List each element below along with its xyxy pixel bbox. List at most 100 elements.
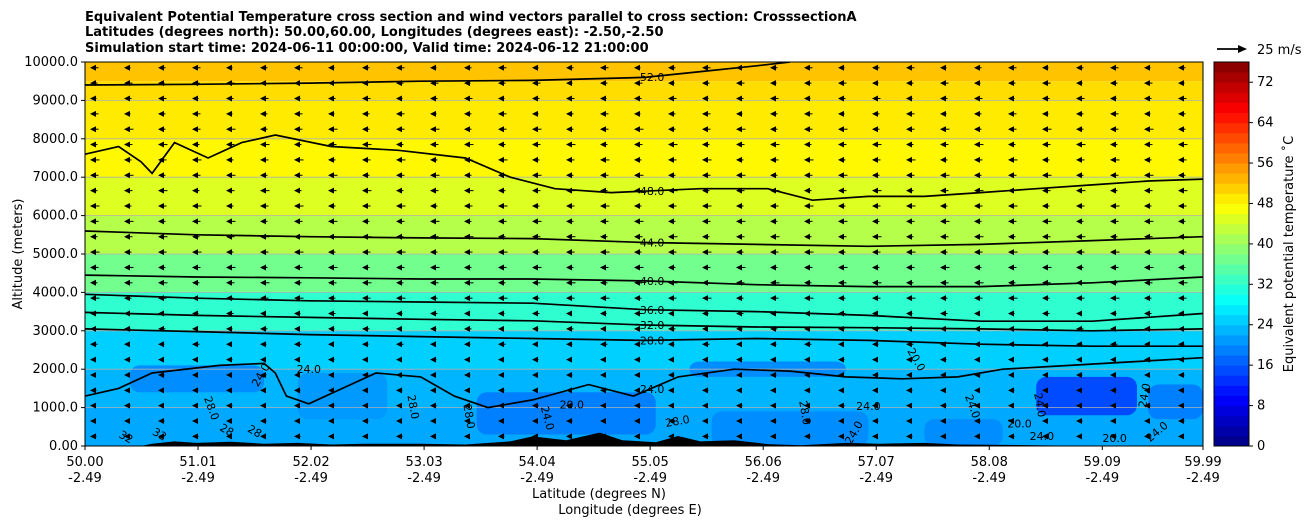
wind-vector-head	[736, 279, 742, 286]
wind-vector-head	[770, 279, 776, 286]
wind-vector-head	[532, 371, 538, 378]
wind-vector-head	[804, 279, 810, 286]
y-tick-label: 5000.0	[33, 247, 79, 262]
wind-vector-head	[124, 433, 130, 440]
wind-vector-head	[634, 64, 640, 71]
wind-vector-head	[396, 325, 402, 332]
wind-vector-head	[736, 64, 742, 71]
wind-vector-head	[294, 387, 300, 394]
wind-vector-head	[532, 64, 538, 71]
wind-vector-head	[736, 402, 742, 409]
wind-vector-head	[362, 187, 368, 194]
wind-vector-head	[566, 310, 572, 317]
wind-vector-head	[328, 433, 334, 440]
wind-vector-head	[838, 110, 844, 117]
wind-vector-head	[362, 156, 368, 163]
wind-vector-head	[362, 433, 368, 440]
wind-vector-head	[906, 218, 912, 225]
wind-vector-head	[1076, 295, 1082, 302]
wind-vector-head	[1144, 80, 1150, 87]
wind-vector-head	[770, 325, 776, 332]
wind-vector-head	[90, 402, 96, 409]
wind-vector-head	[328, 356, 334, 363]
wind-vector-head	[770, 110, 776, 117]
wind-vector-head	[396, 310, 402, 317]
wind-vector-head	[498, 249, 504, 256]
wind-vector-head	[668, 203, 674, 209]
wind-vector-head	[226, 325, 232, 332]
wind-vector-head	[872, 218, 878, 225]
wind-vector-head	[1008, 95, 1014, 102]
wind-vector-head	[1008, 156, 1014, 163]
wind-vector-head	[770, 341, 776, 348]
wind-vector-head	[192, 249, 198, 256]
wind-vector-head	[328, 249, 334, 256]
wind-vector-head	[1178, 325, 1184, 332]
wind-vector-head	[1042, 80, 1048, 87]
wind-vector-head	[532, 80, 538, 87]
wind-vector-head	[362, 110, 368, 117]
wind-vector-head	[702, 233, 708, 240]
wind-vector-head	[1110, 218, 1116, 225]
wind-vector-head	[124, 295, 130, 302]
wind-vector-head	[464, 279, 470, 286]
wind-vector-head	[1008, 249, 1014, 256]
x-tick-label-lat: 58.08	[971, 455, 1008, 470]
wind-vector-head	[1042, 110, 1048, 117]
wind-vector-head	[872, 371, 878, 378]
wind-vector-head	[702, 110, 708, 117]
wind-vector-head	[872, 80, 878, 87]
wind-vector-head	[634, 141, 640, 148]
wind-vector-head	[906, 295, 912, 302]
wind-vector-head	[668, 126, 674, 133]
wind-vector-head	[1144, 187, 1150, 194]
wind-vector-head	[226, 341, 232, 348]
wind-vector-head	[328, 156, 334, 163]
wind-vector-head	[532, 172, 538, 179]
theta-patch	[1036, 376, 1137, 416]
wind-vector-head	[974, 141, 980, 148]
wind-vector-head	[1008, 187, 1014, 194]
contour-label: 36.0	[640, 304, 665, 317]
wind-vector-head	[328, 95, 334, 102]
wind-vector-head	[940, 203, 946, 209]
wind-vector-head	[736, 126, 742, 133]
wind-vector-head	[362, 249, 368, 256]
wind-vector-head	[532, 249, 538, 256]
wind-vector-head	[532, 341, 538, 348]
colorbar-frame	[1213, 61, 1250, 447]
wind-vector-head	[770, 295, 776, 302]
wind-vector-head	[566, 402, 572, 409]
wind-vector-head	[906, 156, 912, 163]
wind-vector-head	[90, 64, 96, 71]
wind-vector-head	[804, 156, 810, 163]
wind-vector-head	[770, 80, 776, 87]
wind-vector-head	[668, 310, 674, 317]
wind-vector-head	[804, 371, 810, 378]
y-tick-label: 9000.0	[33, 93, 79, 108]
theta-contours: 52.0 48.0 44.0 40.0 36.0 32.0 28.0 24.0	[85, 62, 1203, 409]
terrain	[85, 432, 1203, 446]
wind-vector-head	[1008, 341, 1014, 348]
wind-vector-head	[974, 249, 980, 256]
wind-vector-head	[430, 418, 436, 425]
chart-title-line-3: Simulation start time: 2024-06-11 00:00:…	[85, 41, 649, 56]
wind-vector-head	[192, 187, 198, 194]
wind-vector-head	[1042, 325, 1048, 332]
wind-vector-head	[192, 218, 198, 225]
wind-vector-head	[464, 387, 470, 394]
wind-vector-head	[1178, 95, 1184, 102]
wind-vector-head	[90, 433, 96, 440]
wind-vector-head	[770, 156, 776, 163]
wind-vector-head	[872, 141, 878, 148]
wind-vector-head	[634, 341, 640, 348]
wind-vector-head	[634, 402, 640, 409]
wind-vector-head	[600, 126, 606, 133]
wind-vector-head	[192, 80, 198, 87]
contour-label: 52.0	[640, 71, 665, 84]
wind-vector-head	[770, 141, 776, 148]
wind-vector-head	[838, 156, 844, 163]
wind-vector-head	[702, 295, 708, 302]
wind-vector-head	[974, 218, 980, 225]
wind-vector-head	[226, 418, 232, 425]
